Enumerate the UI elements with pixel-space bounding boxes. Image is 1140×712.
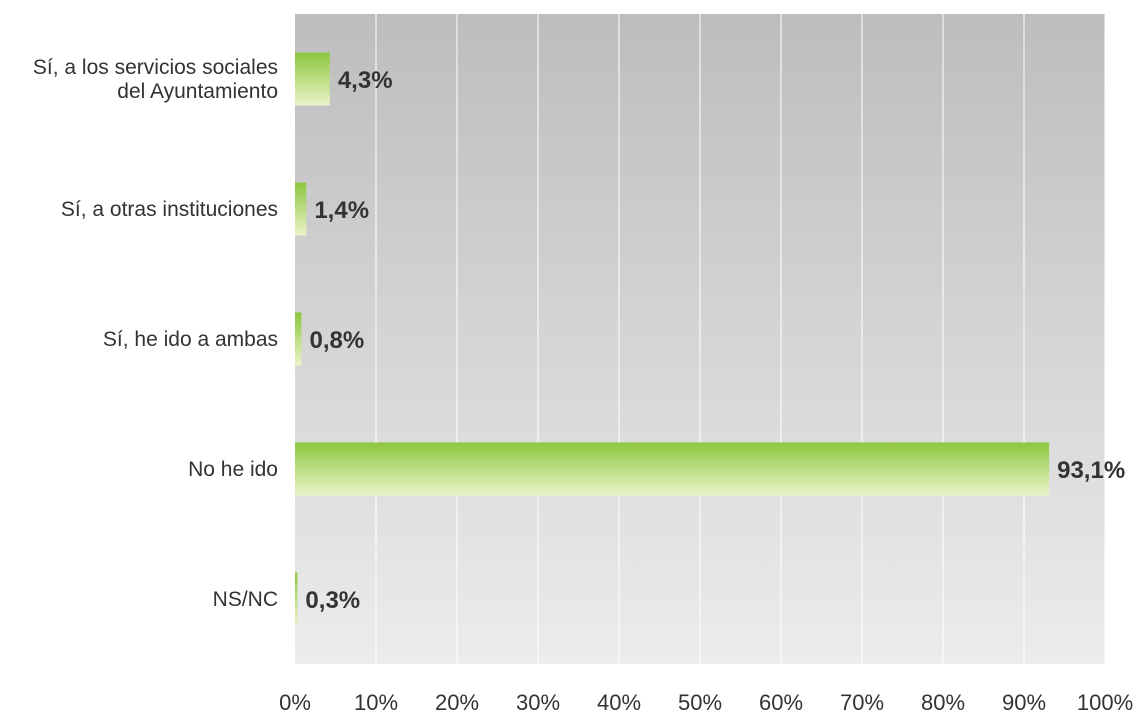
x-axis-ticks: 0% 10% 20% 30% 40% 50% 60% 70% 80% 90% 100% — [279, 690, 1133, 712]
data-label: 1,4% — [314, 197, 369, 224]
x-tick-label: 80% — [921, 690, 965, 712]
bar — [295, 52, 330, 106]
bar — [295, 182, 307, 236]
bar — [295, 572, 298, 626]
data-label: 93,1% — [1057, 457, 1125, 484]
x-tick-label: 70% — [840, 690, 884, 712]
x-tick-label: 100% — [1077, 690, 1133, 712]
category-label: NS/NC — [213, 588, 278, 611]
x-tick-label: 60% — [759, 690, 803, 712]
x-tick-label: 90% — [1002, 690, 1046, 712]
x-tick-label: 30% — [516, 690, 560, 712]
bar — [295, 442, 1050, 496]
data-label: 4,3% — [338, 67, 393, 94]
value-labels: 4,3% 1,4% 0,8% 93,1% 0,3% — [305, 67, 1125, 614]
x-tick-label: 10% — [354, 690, 398, 712]
data-label: 0,3% — [305, 587, 360, 614]
bars — [295, 52, 1050, 626]
x-tick-label: 50% — [678, 690, 722, 712]
bar — [295, 312, 302, 366]
data-label: 0,8% — [309, 327, 364, 354]
x-tick-label: 0% — [279, 690, 311, 712]
category-label: Sí, a los servicios sociales del Ayuntami… — [33, 56, 278, 103]
gridlines — [375, 14, 1106, 664]
category-label: Sí, he ido a ambas — [103, 328, 278, 351]
category-labels: Sí, a los servicios sociales del Ayuntami… — [33, 56, 278, 611]
category-label: No he ido — [188, 458, 278, 481]
x-tick-label: 20% — [435, 690, 479, 712]
category-label: Sí, a otras instituciones — [61, 198, 278, 221]
x-tick-label: 40% — [597, 690, 641, 712]
